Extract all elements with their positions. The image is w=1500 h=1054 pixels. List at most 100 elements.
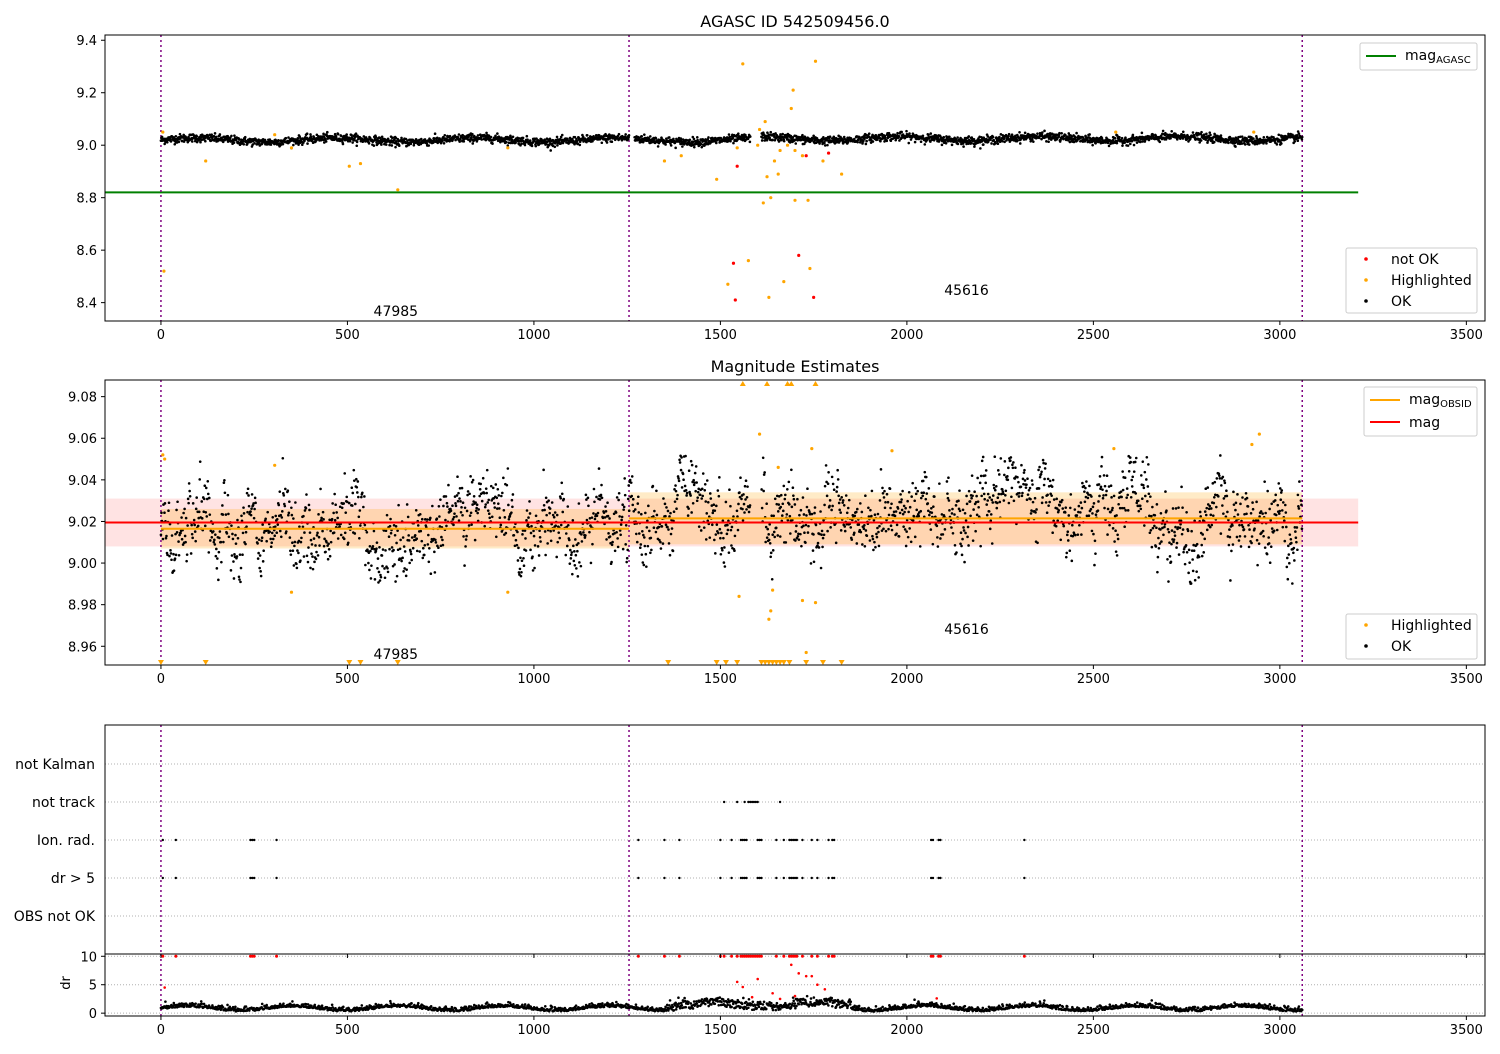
ok-point [556, 144, 559, 147]
ok-point [176, 500, 179, 503]
ok-point [441, 539, 444, 542]
ok-point [983, 498, 986, 501]
ok-point [965, 495, 968, 498]
ok-point [689, 494, 692, 497]
ok-point [720, 532, 723, 535]
ok-point [442, 544, 445, 547]
ok-point [670, 144, 673, 147]
highlighted-point [1252, 130, 1255, 133]
ok-point [777, 510, 780, 513]
ok-point [845, 494, 848, 497]
ok-point [1060, 132, 1063, 135]
ok-point [278, 490, 281, 493]
ok-point [664, 143, 667, 146]
ok-point [919, 545, 922, 548]
ok-point [781, 514, 784, 517]
ok-point [905, 545, 908, 548]
ok-point [417, 524, 420, 527]
highlighted-point [769, 196, 772, 199]
ok-point [837, 495, 840, 498]
ok-point [838, 502, 841, 505]
ok-point [998, 501, 1001, 504]
ok-point [511, 138, 514, 141]
ok-point [1120, 496, 1123, 499]
highlighted-point [777, 172, 780, 175]
ok-point [699, 493, 702, 496]
ok-point [169, 549, 172, 552]
ok-point [523, 564, 526, 567]
ok-point [271, 532, 274, 535]
ok-point [726, 533, 729, 536]
ok-point [507, 504, 510, 507]
ok-point [1020, 464, 1023, 467]
ok-point [971, 495, 974, 498]
ok-point [486, 469, 489, 472]
ok-point [503, 509, 506, 512]
ok-point [1018, 131, 1021, 134]
ok-point [471, 133, 474, 136]
ok-point [488, 516, 491, 519]
ok-point [471, 142, 474, 145]
ok-point [586, 134, 589, 137]
ok-point [280, 535, 283, 538]
ok-point [200, 500, 203, 503]
ok-point [977, 500, 980, 503]
ok-point [1220, 134, 1223, 137]
ok-point [1131, 476, 1134, 479]
ok-point [1051, 485, 1054, 488]
ok-point [165, 535, 168, 538]
ok-point [898, 135, 901, 138]
ok-point [856, 542, 859, 545]
ok-point [274, 515, 277, 518]
notok-point [812, 296, 815, 299]
ok-point [901, 509, 904, 512]
ok-point [1040, 470, 1043, 473]
ok-point [376, 541, 379, 544]
ok-point [446, 502, 449, 505]
ok-point [951, 144, 954, 147]
ok-point [1090, 495, 1093, 498]
ok-point [674, 500, 677, 503]
ok-point [1007, 478, 1010, 481]
ok-point [1034, 497, 1037, 500]
ok-point [1280, 142, 1283, 145]
ok-point [1021, 495, 1024, 498]
ok-point [693, 138, 696, 141]
ok-point [183, 508, 186, 511]
ok-point [442, 505, 445, 508]
ok-point [1046, 511, 1049, 514]
ok-point [962, 526, 965, 529]
ok-point [287, 514, 290, 517]
ok-point [664, 515, 667, 518]
ok-point [1116, 533, 1119, 536]
ok-point [616, 496, 619, 499]
ok-point [303, 555, 306, 558]
ok-point [373, 530, 376, 533]
ok-point [319, 488, 322, 491]
ok-point [260, 575, 263, 578]
highlighted-point [162, 270, 165, 273]
ok-point [1141, 132, 1144, 135]
ok-point [864, 494, 867, 497]
ok-point [992, 494, 995, 497]
ok-point [820, 567, 823, 570]
ok-point [368, 142, 371, 145]
ok-point [695, 465, 698, 468]
ok-point [744, 485, 747, 488]
ok-point [1265, 142, 1268, 145]
ok-point [991, 501, 994, 504]
ok-point [630, 481, 633, 484]
ok-point [1135, 457, 1138, 460]
ok-point [871, 490, 874, 493]
ok-point [1117, 538, 1120, 541]
ok-point [779, 535, 782, 538]
ok-point [481, 500, 484, 503]
ok-point [357, 496, 360, 499]
ok-point [673, 510, 676, 513]
ok-point [549, 149, 552, 152]
ok-point [843, 525, 846, 528]
ok-point [388, 144, 391, 147]
ok-point [922, 491, 925, 494]
ok-point [1067, 539, 1070, 542]
